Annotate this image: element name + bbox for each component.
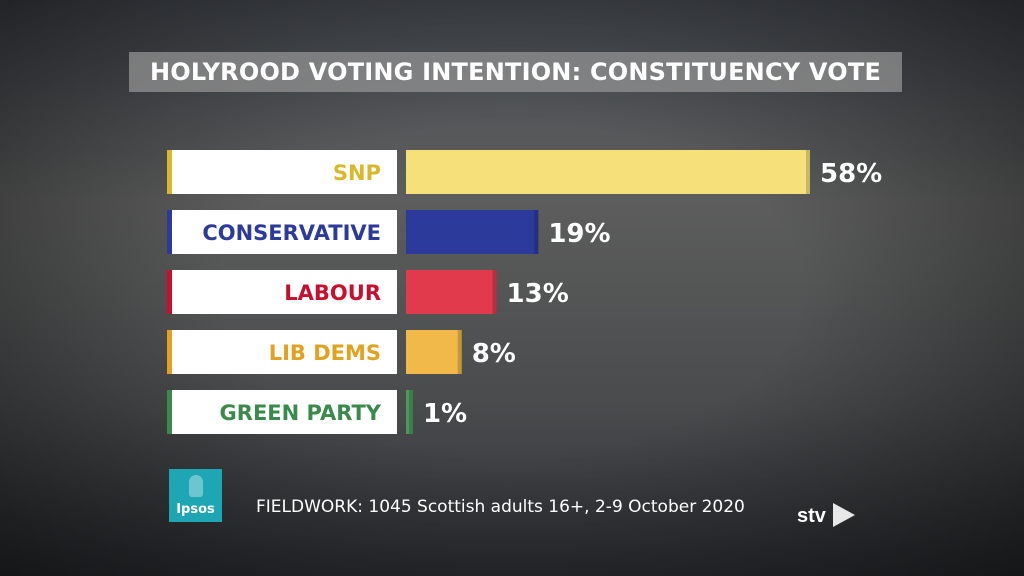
bar-row: LIB DEMS 8% — [167, 330, 516, 374]
ipsos-logo: Ipsos — [169, 469, 222, 522]
stv-logo: stv — [797, 503, 855, 527]
category-color-tab — [167, 210, 172, 254]
bar-edge — [457, 330, 462, 374]
data-label: 13% — [507, 279, 569, 309]
bar-row: CONSERVATIVE 19% — [167, 210, 611, 254]
bar-row: GREEN PARTY 1% — [167, 390, 467, 434]
data-label: 58% — [820, 159, 882, 189]
bar — [406, 390, 413, 434]
data-label: 8% — [472, 339, 516, 369]
category-label-box — [167, 210, 397, 254]
category-label: LABOUR — [284, 281, 381, 305]
fieldwork-note: FIELDWORK: 1045 Scottish adults 16+, 2-9… — [256, 497, 745, 517]
category-label-box — [167, 330, 397, 374]
data-label: 1% — [423, 399, 467, 429]
category-color-tab — [167, 150, 172, 194]
chart-title: HOLYROOD VOTING INTENTION: CONSTITUENCY … — [149, 58, 882, 86]
bar-edge — [534, 210, 539, 254]
stv-logo-text: stv — [797, 505, 827, 527]
category-color-tab — [167, 330, 172, 374]
bar-row: SNP 58% — [167, 150, 882, 194]
bar-edge — [408, 390, 413, 434]
bar-row: LABOUR 13% — [167, 270, 569, 314]
bar — [406, 330, 462, 374]
category-color-tab — [167, 390, 172, 434]
bar — [406, 150, 810, 194]
category-label: LIB DEMS — [269, 341, 381, 365]
category-label-box — [167, 150, 397, 194]
category-label-box — [167, 270, 397, 314]
bar — [406, 210, 539, 254]
category-label-box — [167, 390, 397, 434]
category-color-tab — [167, 270, 172, 314]
category-label: SNP — [333, 161, 381, 185]
bar-edge — [492, 270, 497, 314]
chart-title-bar: HOLYROOD VOTING INTENTION: CONSTITUENCY … — [129, 52, 902, 92]
bar — [406, 270, 497, 314]
bar-edge — [806, 150, 810, 194]
category-label: GREEN PARTY — [220, 401, 382, 425]
data-label: 19% — [548, 219, 610, 249]
category-label: CONSERVATIVE — [202, 221, 381, 245]
